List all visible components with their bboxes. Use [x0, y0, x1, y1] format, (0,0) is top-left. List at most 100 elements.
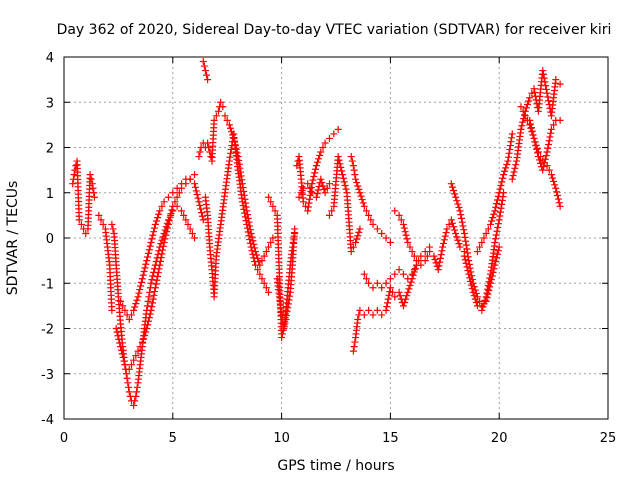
data-point-interp — [492, 235, 500, 243]
data-point-interp — [122, 370, 130, 378]
data-point-interp — [142, 328, 150, 336]
data-point — [373, 279, 381, 287]
data-point — [369, 220, 377, 228]
data-point-interp — [493, 254, 501, 262]
data-point-interp — [400, 224, 408, 232]
data-point — [321, 139, 329, 147]
data-point — [125, 388, 133, 396]
data-point-interp — [546, 133, 554, 141]
data-point — [547, 125, 555, 133]
data-point-interp — [184, 220, 192, 228]
data-point-interp — [523, 101, 531, 109]
data-point — [182, 216, 190, 224]
data-point — [378, 229, 386, 237]
series-seg-l — [273, 229, 299, 332]
data-point-interp — [158, 202, 166, 210]
data-point-interp — [435, 262, 443, 270]
data-point — [147, 239, 155, 247]
data-point-interp — [466, 274, 474, 282]
data-point-interp — [133, 296, 141, 304]
y-tick-label: -3 — [41, 368, 54, 383]
data-point-interp — [254, 254, 262, 262]
data-point — [478, 306, 486, 314]
data-point — [356, 225, 364, 233]
data-point-interp — [141, 331, 149, 339]
data-point — [238, 180, 246, 188]
data-point — [164, 193, 172, 201]
data-point-interp — [188, 229, 196, 237]
data-point-interp — [550, 121, 558, 129]
data-point-interp — [267, 239, 275, 247]
data-point-interp — [136, 343, 144, 351]
data-point-interp — [198, 212, 206, 220]
data-point-interp — [436, 258, 444, 266]
data-point-interp — [529, 131, 537, 139]
data-point — [195, 153, 203, 161]
data-point-interp — [462, 241, 470, 249]
data-point-interp — [471, 295, 479, 303]
data-point-interp — [503, 160, 511, 168]
data-point-interp — [485, 278, 493, 286]
data-point — [399, 220, 407, 228]
data-point — [212, 112, 220, 120]
data-point-interp — [146, 242, 154, 250]
data-point-interp — [348, 157, 356, 165]
data-point-interp — [539, 70, 547, 78]
data-point-interp — [155, 265, 163, 273]
data-point — [210, 116, 218, 124]
data-point — [269, 234, 277, 242]
data-point-interp — [481, 296, 489, 304]
data-point — [547, 171, 555, 179]
data-point-interp — [541, 78, 549, 86]
data-point — [191, 234, 199, 242]
data-point-interp — [489, 214, 497, 222]
data-point-interp — [448, 219, 456, 227]
data-point-interp — [533, 145, 541, 153]
data-point — [491, 239, 499, 247]
data-point-interp — [410, 252, 418, 260]
data-point-interp — [545, 137, 553, 145]
data-point-interp — [494, 223, 502, 231]
data-point — [495, 216, 503, 224]
y-ticks: -4 -3 -2 -1 0 1 2 3 4 — [41, 51, 608, 428]
data-point-interp — [340, 178, 348, 186]
data-point-interp — [133, 383, 141, 391]
data-point — [417, 261, 425, 269]
data-point — [117, 343, 125, 351]
data-point-interp — [145, 314, 153, 322]
data-point-interp — [154, 214, 162, 222]
data-point-interp — [194, 194, 202, 202]
data-point-interp — [148, 299, 156, 307]
data-point — [160, 198, 168, 206]
data-point — [382, 306, 390, 314]
data-point-interp — [493, 196, 501, 204]
data-point — [95, 211, 103, 219]
data-point-interp — [192, 187, 200, 195]
series-seg-q — [349, 261, 421, 355]
data-point — [473, 302, 481, 310]
data-point-interp — [144, 321, 152, 329]
data-point-interp — [175, 189, 183, 197]
data-point — [404, 275, 412, 283]
data-point — [349, 347, 357, 355]
data-point-interp — [153, 276, 161, 284]
data-point-interp — [510, 168, 518, 176]
data-point — [386, 275, 394, 283]
data-point-interp — [403, 235, 411, 243]
data-point — [508, 175, 516, 183]
data-point-interp — [132, 300, 140, 308]
data-point-interp — [139, 335, 147, 343]
data-point-interp — [196, 148, 204, 156]
data-point — [178, 207, 186, 215]
data-point — [517, 103, 525, 111]
data-point-interp — [145, 246, 153, 254]
data-point — [134, 293, 142, 301]
data-point-interp — [114, 332, 122, 340]
data-point-interp — [115, 335, 123, 343]
data-point — [417, 252, 425, 260]
data-point-interp — [117, 346, 125, 354]
data-point-interp — [497, 182, 505, 190]
data-point-interp — [244, 211, 252, 219]
data-point — [552, 184, 560, 192]
